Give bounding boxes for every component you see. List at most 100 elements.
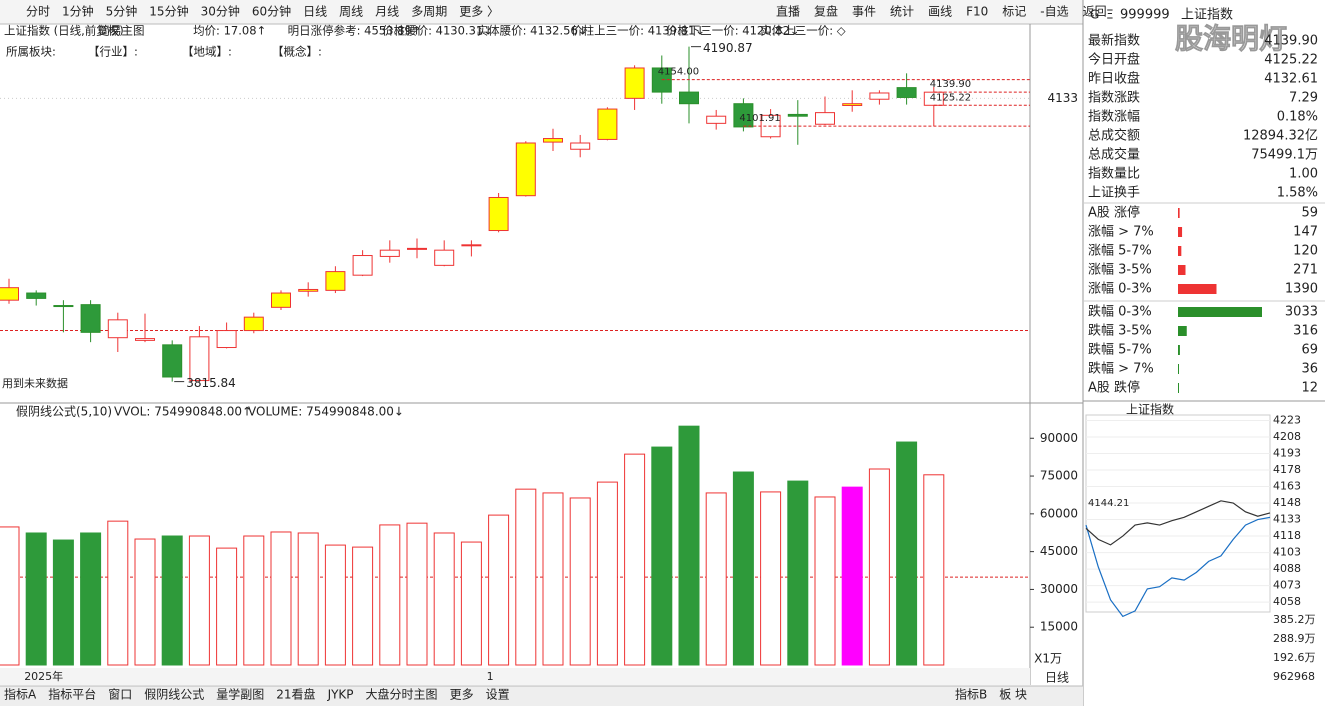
breadth-label: 涨幅 > 7%	[1088, 225, 1154, 240]
volume-bar	[596, 481, 618, 666]
toolbar-tab[interactable]: 日线	[303, 5, 327, 19]
breadth-value: 36	[1301, 362, 1318, 377]
toolbar-tab[interactable]: 1分钟	[62, 4, 94, 19]
toolbar-tab[interactable]: 周线	[339, 5, 363, 19]
toolbar-button[interactable]: -自选	[1040, 5, 1068, 19]
mini-tick-label: 4133	[1273, 513, 1301, 526]
volume-bar	[297, 532, 319, 666]
toolbar-tab[interactable]: 30分钟	[201, 4, 240, 19]
toolbar-button[interactable]: 标记	[1002, 5, 1026, 19]
footer-tab[interactable]: 指标A	[4, 687, 37, 702]
toolbar-tab[interactable]: 15分钟	[149, 4, 188, 19]
footer-button[interactable]: 指标B	[955, 687, 987, 702]
header-item[interactable]: 实体上三一价: ◇	[760, 24, 846, 38]
watermark: 股海明灯	[1175, 22, 1287, 55]
toolbar-tab[interactable]: 60分钟	[252, 4, 291, 19]
breadth-value: 147	[1293, 225, 1318, 240]
header-item[interactable]: 明日涨停参考: 4553.89↑	[288, 24, 422, 38]
footer-tab[interactable]: 指标平台	[48, 687, 96, 702]
volume-bar	[379, 524, 401, 666]
candle-body	[107, 319, 128, 339]
header-item[interactable]: 实体腰价: 4132.56↓	[477, 24, 588, 38]
toolbar-button[interactable]: 返回	[1083, 5, 1107, 19]
toolbar-tab[interactable]: 月线	[375, 5, 399, 19]
x-axis-bg	[0, 668, 1030, 685]
toolbar-tab[interactable]: 5分钟	[106, 4, 138, 19]
volume-bar	[624, 453, 646, 666]
volume-bar	[814, 496, 836, 666]
header-item[interactable]: 上证指数 (日线,前复权)	[4, 24, 124, 38]
footer-tab[interactable]: JYKP	[327, 688, 354, 702]
toolbar-button[interactable]: 事件	[852, 5, 876, 19]
quote-label: 指数涨跌	[1088, 90, 1140, 106]
toolbar-button[interactable]: 画线	[928, 5, 952, 19]
footer-tab[interactable]: 21看盘	[276, 687, 315, 702]
breadth-value: 3033	[1285, 305, 1318, 320]
footer-tab[interactable]: 大盘分时主图	[366, 687, 438, 702]
toolbar-tab[interactable]: 多周期	[411, 5, 447, 19]
breadth-bar	[1178, 364, 1179, 374]
header-item[interactable]: 均价: 17.08↑	[193, 24, 266, 38]
volume-bar	[651, 446, 673, 666]
candle-body	[679, 91, 699, 105]
header-item[interactable]: 价柱腰价: 4130.31↓	[382, 24, 493, 38]
quote-value: 75499.1万	[1251, 148, 1318, 163]
quote-label: 上证换手	[1088, 186, 1140, 201]
footer-tab[interactable]: 更多	[450, 688, 474, 702]
price-annotation: 3815.84	[186, 376, 236, 390]
price-annotation: 4125.22	[930, 92, 971, 103]
footer-tab[interactable]: 设置	[486, 688, 510, 702]
header-item[interactable]: 价柱上三一价: 4139.81↓	[571, 24, 705, 38]
breadth-bar	[1178, 246, 1182, 256]
toolbar-tab[interactable]: 分时	[26, 5, 50, 19]
volume-title: 假阴线公式(5,10)	[16, 405, 112, 419]
volume-bar	[352, 546, 374, 666]
toolbar-button[interactable]: F10	[966, 5, 988, 19]
mini-lead-line	[1085, 516, 1271, 618]
header-item[interactable]: 简易主图	[99, 24, 145, 38]
quote-label: 总成交额	[1088, 128, 1140, 144]
volume-bar	[542, 492, 564, 666]
mini-vol-label: 192.6万	[1273, 651, 1316, 664]
period-label: 日线	[1045, 671, 1069, 685]
volume-bar	[923, 474, 945, 666]
volume-vol: VOLUME: 754990848.00↓	[248, 405, 404, 419]
breadth-label: 涨幅 3-5%	[1088, 263, 1152, 278]
candle-body	[515, 142, 536, 197]
sector-label: 【行业】:	[88, 45, 138, 59]
y-tick-label: 4133	[1047, 91, 1078, 105]
mini-vol-label: 962968	[1273, 670, 1315, 683]
breadth-value: 12	[1301, 381, 1318, 396]
footer-tab[interactable]: 窗口	[108, 688, 132, 702]
y-tick-label: 30000	[1040, 582, 1078, 596]
toolbar-tab[interactable]: 更多 〉	[459, 5, 499, 19]
candle-body	[271, 292, 291, 308]
volume-bar	[406, 522, 428, 666]
code-prefix: G	[1090, 8, 1099, 22]
volume-bar	[188, 535, 210, 666]
mini-tick-label: 4208	[1273, 430, 1301, 443]
candle-body	[162, 344, 183, 378]
volume-bar	[107, 520, 129, 666]
breadth-label: A股 涨停	[1088, 205, 1140, 221]
volume-bar	[896, 441, 918, 666]
toolbar-button[interactable]: 复盘	[814, 4, 838, 19]
header-item[interactable]: 价柱下三一价: 4120.82↓	[666, 24, 800, 38]
price-annotation: 4139.90	[930, 79, 971, 90]
mini-tick-label: 4163	[1273, 480, 1301, 493]
x-tick-label: 2025年	[24, 669, 63, 683]
mini-tick-label: 4103	[1273, 546, 1301, 559]
mini-tick-label: 4178	[1273, 463, 1301, 476]
footer-button[interactable]: 板 块	[999, 688, 1027, 702]
candle-body	[869, 92, 890, 100]
footer-tab[interactable]: 量学副图	[216, 687, 264, 702]
candle-body	[842, 103, 863, 106]
sector-label: 所属板块:	[6, 45, 56, 59]
footer-tab[interactable]: 假阴线公式	[144, 688, 204, 702]
y-tick-label: 15000	[1040, 620, 1078, 634]
volume-vvol: VVOL: 754990848.00↑	[114, 405, 252, 419]
toolbar-button[interactable]: 统计	[890, 5, 914, 19]
toolbar-button[interactable]: 直播	[776, 5, 800, 19]
quote-label: 昨日收盘	[1088, 71, 1140, 87]
